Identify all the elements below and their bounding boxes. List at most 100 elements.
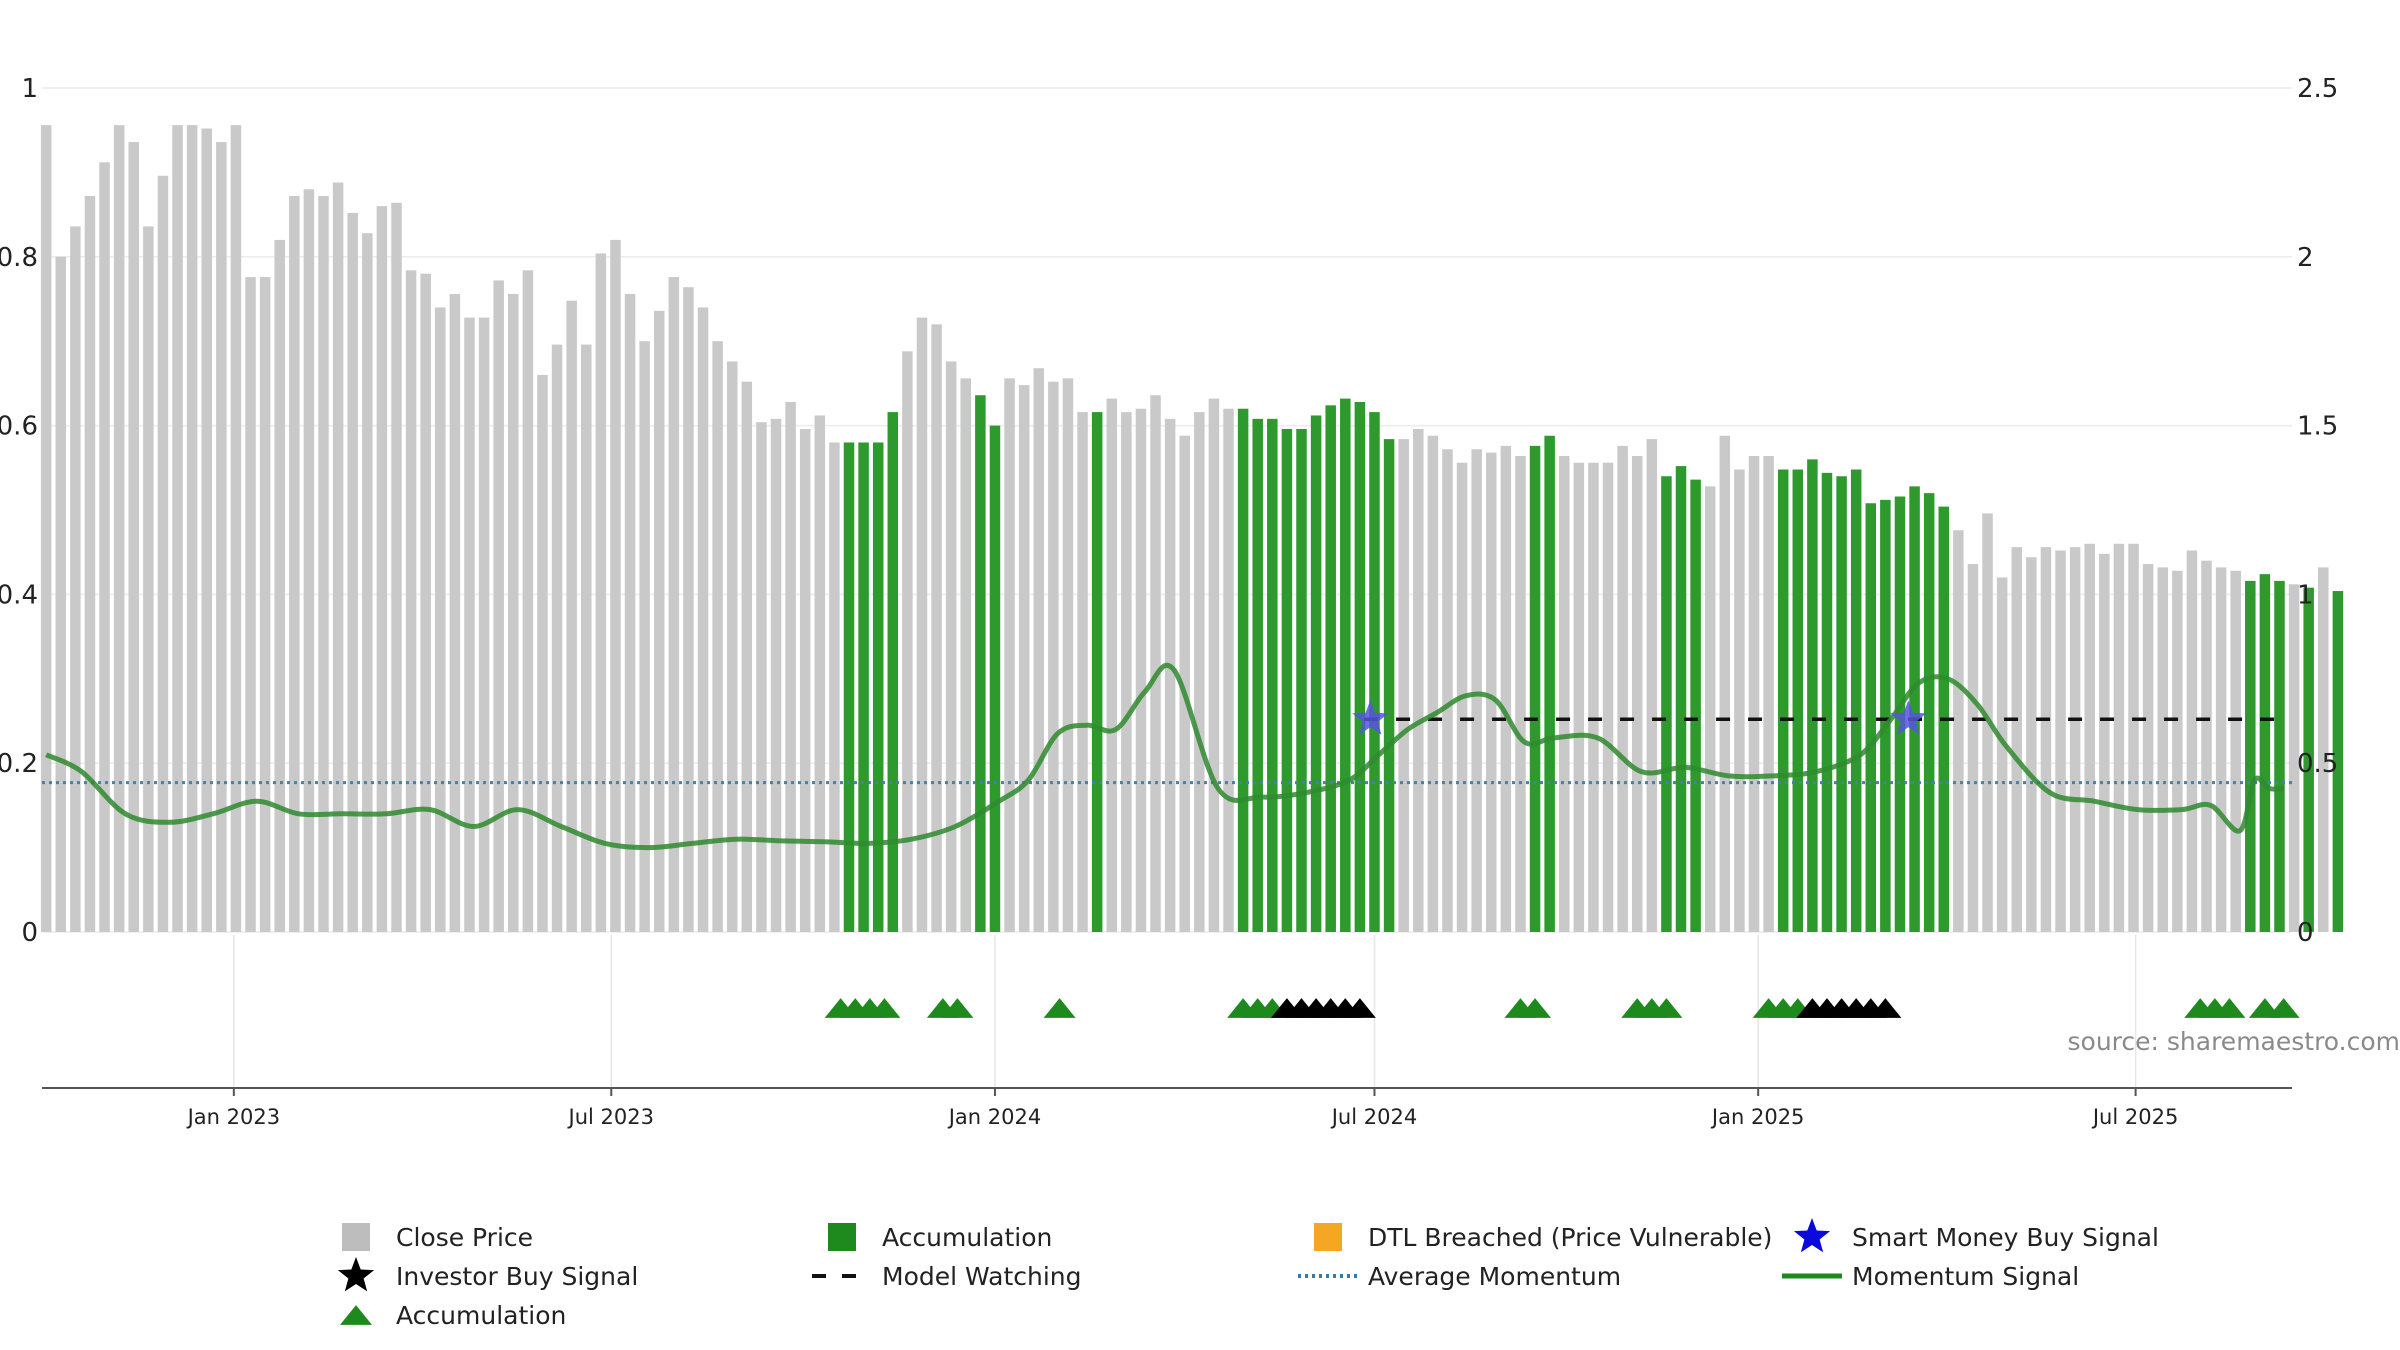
close-price-bar	[70, 226, 81, 933]
accumulation-bar	[1836, 476, 1847, 932]
close-price-bar	[157, 175, 169, 932]
close-price-bar	[1179, 435, 1190, 932]
close-price-bar	[1558, 455, 1570, 932]
legend-item-dtl-breached: DTL Breached (Price Vulnerable)	[1314, 1223, 1772, 1252]
accumulation-marker	[2267, 998, 2300, 1018]
close-price-bar	[1018, 385, 1030, 933]
x-axis-tick-label: Jan 2024	[947, 1105, 1042, 1129]
close-price-bar	[478, 317, 490, 932]
close-price-bar	[566, 300, 577, 932]
legend-label: Average Momentum	[1368, 1262, 1621, 1291]
close-price-bar	[756, 422, 767, 932]
accumulation-bar	[887, 412, 899, 933]
close-price-bar	[2230, 570, 2241, 932]
close-price-bar	[1442, 449, 1453, 932]
accumulation-bar	[1325, 405, 1336, 933]
accumulation-marker	[1650, 998, 1683, 1018]
signal-markers	[824, 998, 2300, 1018]
legend-label: Investor Buy Signal	[396, 1262, 638, 1291]
close-price-bar	[435, 307, 446, 932]
legend-item-investor-buy: Investor Buy Signal	[337, 1257, 638, 1292]
close-price-bar	[829, 442, 840, 932]
close-price-bar	[2128, 543, 2139, 932]
close-price-bar	[143, 226, 154, 933]
accumulation-bar	[2259, 574, 2271, 932]
close-price-bar	[1996, 577, 2008, 932]
close-price-bar	[1602, 462, 1614, 932]
legend-label: Momentum Signal	[1852, 1262, 2079, 1291]
left-axis-tick-label: 0	[21, 918, 38, 948]
accumulation-bar	[1091, 412, 1103, 933]
right-axis-tick-label: 0.5	[2297, 749, 2338, 779]
close-price-bar	[1223, 408, 1234, 933]
momentum-signal-line	[45, 662, 2284, 851]
close-price-bar	[1515, 455, 1526, 932]
left-axis-tick-label: 0.6	[0, 412, 38, 442]
accumulation-bar	[1544, 435, 1555, 932]
close-price-bar	[683, 287, 694, 932]
source-label: source: sharemaestro.com	[2068, 1027, 2400, 1056]
accumulation-bar	[1777, 469, 1789, 932]
close-price-bar	[1048, 381, 1059, 933]
close-price-bar	[931, 324, 942, 932]
close-price-bar	[2099, 553, 2110, 932]
close-price-bar	[1077, 412, 1088, 933]
close-price-bar	[902, 351, 913, 933]
legend-star	[1793, 1218, 1831, 1253]
close-price-bar	[2172, 570, 2183, 932]
close-price-bar	[289, 196, 300, 932]
legend-star	[337, 1257, 375, 1292]
accumulation-bar	[1880, 499, 1891, 932]
accumulation-bar	[1865, 503, 1877, 932]
left-axis-tick-label: 0.4	[0, 580, 38, 610]
close-price-bar	[274, 239, 285, 933]
x-axis-tick-label: Jan 2025	[1710, 1105, 1805, 1129]
accumulation-bar	[872, 442, 884, 932]
close-price-bar	[960, 378, 972, 933]
close-price-bar	[1953, 530, 1964, 932]
close-price-bar	[624, 293, 636, 932]
close-price-bar	[84, 196, 96, 932]
legend-item-accumulation-marker: Accumulation	[340, 1301, 566, 1330]
close-price-bar	[668, 277, 680, 932]
close-price-bar	[332, 182, 344, 932]
accumulation-bar	[1340, 398, 1351, 933]
left-axis-tick-label: 1	[21, 74, 38, 104]
legend-swatch	[1314, 1223, 1342, 1251]
legend-label: Accumulation	[396, 1301, 566, 1330]
tick-labels: 0 0.2 0.4 0.6 0.8 1 0 0.5 1 1.5 2 2.5 Jan 2023 Jul 20…	[0, 74, 2338, 1129]
accumulation-bar	[1909, 486, 1920, 932]
close-price-bar	[1631, 455, 1643, 932]
close-price-bar	[259, 277, 271, 932]
accumulation-bar	[989, 425, 1001, 932]
x-axis-tick-label: Jul 2024	[1330, 1105, 1417, 1129]
legend-label: Smart Money Buy Signal	[1852, 1223, 2159, 1252]
close-price-bar	[726, 361, 738, 933]
accumulation-bar	[975, 395, 986, 933]
accumulation-bar	[2274, 580, 2285, 932]
close-price-bar	[1719, 435, 1731, 932]
close-price-bar	[1106, 398, 1117, 933]
close-price-bar	[245, 277, 256, 932]
close-price-bar	[464, 317, 475, 932]
close-price-bar	[2288, 584, 2300, 932]
x-axis-tick-label: Jan 2023	[186, 1105, 281, 1129]
accumulation-bar	[2245, 580, 2256, 932]
close-price-bar	[113, 125, 125, 932]
close-price-bar	[1194, 412, 1205, 933]
close-price-bar	[770, 418, 782, 933]
close-price-bar	[1427, 435, 1439, 932]
close-price-bar	[303, 189, 315, 932]
close-price-bar	[2201, 560, 2212, 932]
legend-item-average-momentum: Average Momentum	[1298, 1262, 1621, 1291]
legend-triangle	[340, 1305, 372, 1325]
close-price-bar	[2011, 547, 2022, 932]
close-price-bar	[1748, 455, 1760, 932]
close-price-bar	[493, 280, 504, 932]
right-axis-tick-label: 2	[2297, 243, 2314, 273]
close-price-bar	[2026, 557, 2037, 932]
close-price-bar	[2055, 550, 2066, 932]
close-price-bar	[128, 142, 140, 932]
